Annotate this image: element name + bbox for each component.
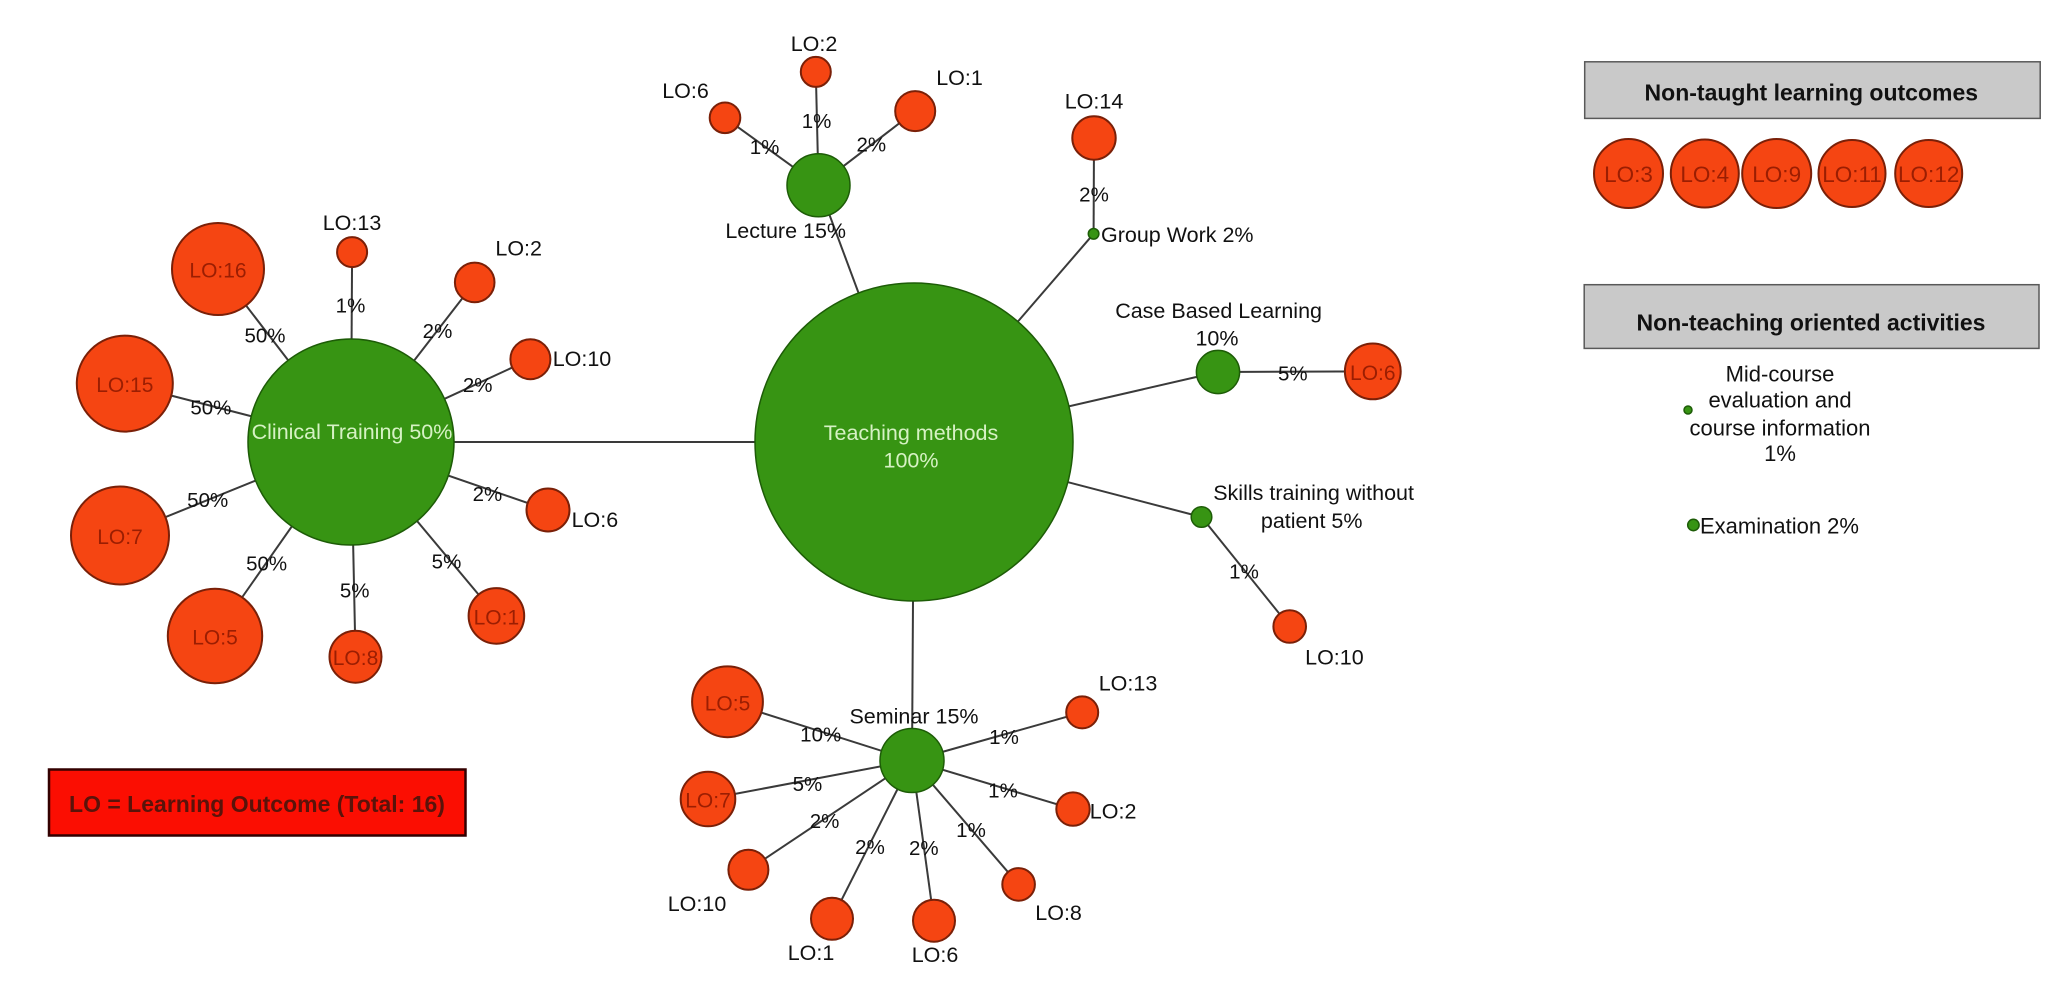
svg-text:Lecture 15%: Lecture 15% [725, 219, 846, 243]
svg-text:2%: 2% [856, 133, 886, 156]
svg-text:LO:7: LO:7 [685, 790, 731, 813]
svg-text:LO:2: LO:2 [791, 32, 838, 56]
svg-text:2%: 2% [810, 810, 840, 833]
svg-text:Group Work 2%: Group Work 2% [1101, 223, 1254, 247]
svg-text:LO:5: LO:5 [192, 627, 238, 650]
svg-text:5%: 5% [432, 551, 462, 574]
svg-text:Teaching methods: Teaching methods [824, 421, 999, 445]
svg-text:LO:11: LO:11 [1822, 162, 1882, 187]
svg-text:LO:6: LO:6 [572, 508, 619, 532]
svg-text:LO:15: LO:15 [96, 374, 153, 397]
svg-text:LO:4: LO:4 [1680, 162, 1729, 187]
svg-text:50%: 50% [246, 552, 287, 575]
svg-text:2%: 2% [473, 483, 503, 506]
svg-text:Case Based Learning: Case Based Learning [1115, 299, 1322, 323]
svg-text:2%: 2% [855, 836, 885, 859]
svg-text:Examination 2%: Examination 2% [1700, 513, 1859, 538]
svg-text:course information: course information [1690, 415, 1871, 440]
svg-text:50%: 50% [187, 489, 228, 512]
svg-text:1%: 1% [802, 110, 832, 133]
svg-text:Skills training without: Skills training without [1213, 481, 1414, 505]
svg-text:1%: 1% [956, 819, 986, 842]
svg-text:patient 5%: patient 5% [1261, 509, 1363, 533]
svg-text:Mid-course: Mid-course [1726, 361, 1835, 386]
svg-text:LO:9: LO:9 [1752, 162, 1801, 187]
svg-text:LO:12: LO:12 [1898, 162, 1959, 187]
svg-text:Clinical Training 50%: Clinical Training 50% [252, 420, 453, 444]
svg-text:LO:13: LO:13 [1099, 672, 1158, 696]
svg-text:1%: 1% [1764, 441, 1796, 466]
svg-text:2%: 2% [463, 374, 493, 397]
svg-text:LO:10: LO:10 [1305, 646, 1364, 670]
svg-text:1%: 1% [989, 726, 1019, 749]
svg-text:Seminar 15%: Seminar 15% [849, 705, 978, 729]
svg-text:LO = Learning Outcome (Total:: LO = Learning Outcome (Total: 16) [69, 791, 445, 817]
svg-text:LO:1: LO:1 [474, 606, 520, 629]
svg-text:LO:5: LO:5 [705, 692, 751, 715]
svg-text:10%: 10% [800, 723, 841, 746]
svg-text:LO:6: LO:6 [1350, 362, 1396, 385]
svg-text:Non-taught learning outcomes: Non-taught learning outcomes [1645, 80, 1979, 106]
svg-text:LO:8: LO:8 [333, 647, 379, 670]
svg-text:LO:2: LO:2 [495, 237, 542, 261]
svg-text:LO:10: LO:10 [553, 347, 612, 371]
svg-text:50%: 50% [244, 325, 285, 348]
svg-text:5%: 5% [1278, 363, 1308, 386]
svg-text:LO:16: LO:16 [189, 260, 246, 283]
svg-text:1%: 1% [1229, 561, 1259, 584]
svg-text:LO:6: LO:6 [912, 943, 959, 967]
svg-text:LO:3: LO:3 [1604, 162, 1653, 187]
svg-text:1%: 1% [750, 136, 780, 159]
svg-text:50%: 50% [190, 397, 231, 420]
svg-text:LO:7: LO:7 [97, 526, 143, 549]
svg-text:10%: 10% [1195, 327, 1238, 351]
svg-text:LO:14: LO:14 [1065, 90, 1124, 114]
svg-text:evaluation and: evaluation and [1708, 388, 1851, 413]
svg-text:LO:13: LO:13 [323, 211, 382, 235]
svg-text:LO:10: LO:10 [668, 892, 727, 916]
svg-text:1%: 1% [988, 780, 1018, 803]
svg-text:LO:1: LO:1 [788, 941, 835, 965]
svg-text:LO:6: LO:6 [662, 79, 709, 103]
svg-text:1%: 1% [336, 295, 366, 318]
svg-text:2%: 2% [423, 320, 453, 343]
svg-text:LO:8: LO:8 [1035, 901, 1082, 925]
svg-text:5%: 5% [793, 773, 823, 796]
svg-text:2%: 2% [909, 837, 939, 860]
svg-text:2%: 2% [1079, 183, 1109, 206]
svg-text:LO:2: LO:2 [1090, 800, 1137, 824]
svg-text:100%: 100% [884, 449, 939, 473]
svg-text:LO:1: LO:1 [936, 66, 983, 90]
svg-text:5%: 5% [340, 579, 370, 602]
svg-text:Non-teaching oriented activiti: Non-teaching oriented activities [1637, 310, 1986, 336]
